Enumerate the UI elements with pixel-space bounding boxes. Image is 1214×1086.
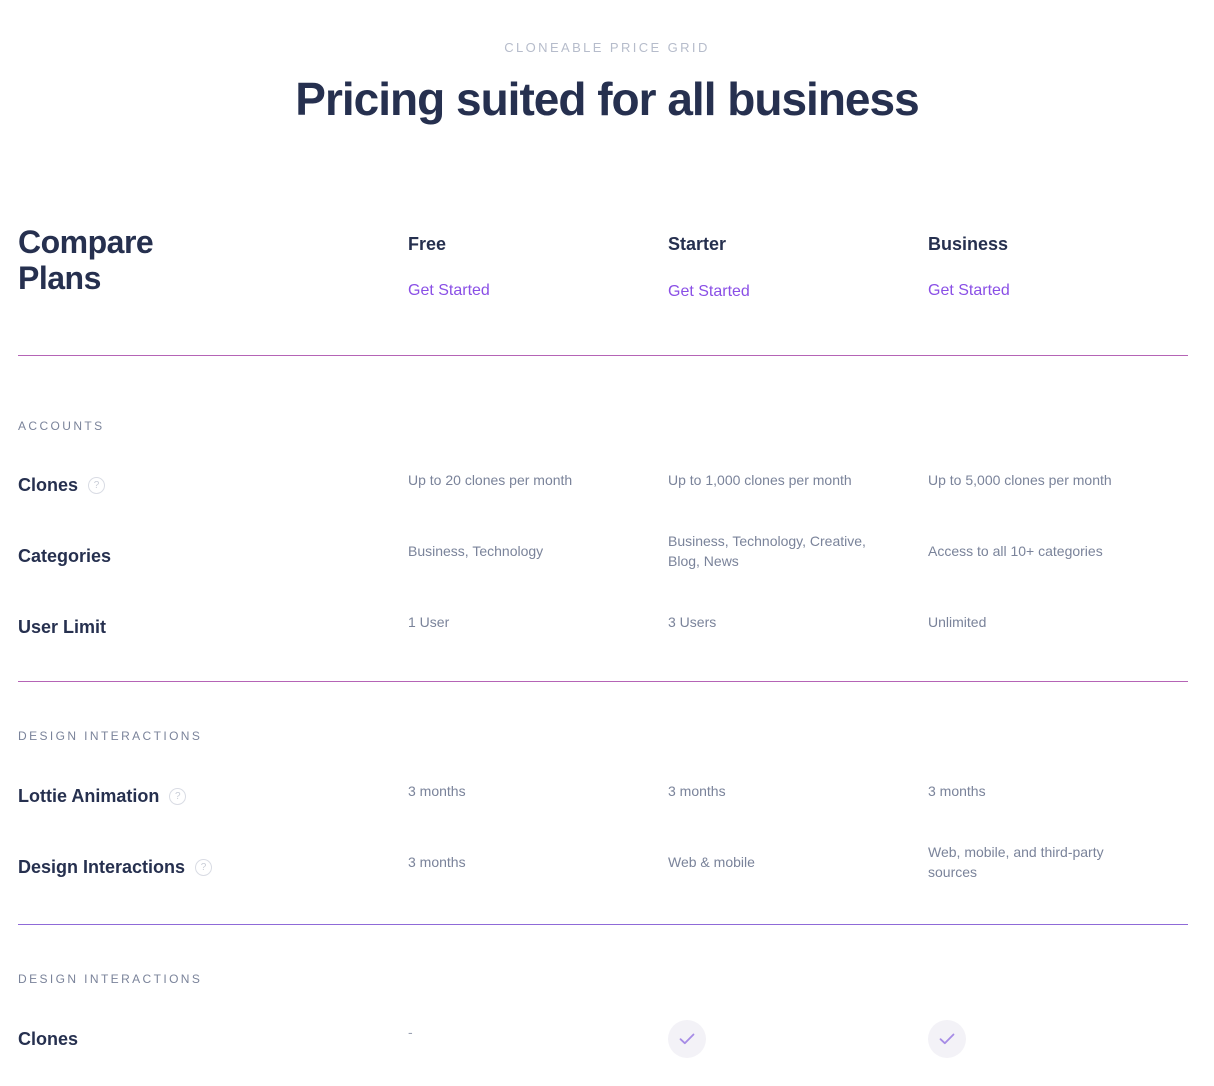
row-label-categories: Categories: [18, 544, 111, 568]
row-label-lottie-animation: Lottie Animation ?: [18, 784, 187, 808]
page-title: Pricing suited for all business: [295, 73, 919, 125]
cell-lottie-business: 3 months: [928, 783, 986, 799]
cell-categories-business: Access to all 10+ categories: [928, 543, 1103, 559]
cell-lottie-free: 3 months: [408, 783, 466, 799]
divider: [18, 681, 1188, 682]
compare-plans-title: Compare Plans: [18, 224, 238, 296]
plan-starter: Starter Get Started: [668, 234, 908, 301]
divider: [18, 924, 1188, 925]
cell-clones-free: Up to 20 clones per month: [408, 472, 573, 488]
cell-categories-free: Business, Technology: [408, 543, 544, 559]
cell-design-starter: Web & mobile: [668, 854, 755, 870]
cell-design-business: Web, mobile, and third-party sources: [928, 844, 1104, 880]
check-icon: [928, 1020, 966, 1058]
cell-clones-feature-free: -: [408, 1024, 413, 1040]
section-label-design-interactions-2: DESIGN INTERACTIONS: [18, 972, 203, 986]
cell-user-limit-starter: 3 Users: [668, 614, 717, 630]
cell-clones-starter: Up to 1,000 clones per month: [668, 472, 852, 488]
cell-design-free: 3 months: [408, 854, 466, 870]
get-started-business-button[interactable]: Get Started: [928, 282, 1010, 299]
page-eyebrow: CLONEABLE PRICE GRID: [504, 40, 710, 55]
plan-name: Free: [408, 234, 447, 254]
question-circle-icon[interactable]: ?: [169, 787, 187, 805]
row-label-clones-feature: Clones: [18, 1027, 78, 1051]
get-started-free-button[interactable]: Get Started: [408, 282, 490, 299]
plan-business: Business Get Started: [928, 234, 1168, 300]
compare-title-line1: Compare: [18, 224, 154, 260]
plan-free: Free Get Started: [408, 234, 648, 300]
cell-user-limit-business: Unlimited: [928, 614, 987, 630]
row-label-text: Clones: [18, 1028, 79, 1049]
row-label-design-interactions: Design Interactions ?: [18, 855, 213, 879]
section-label-accounts: ACCOUNTS: [18, 419, 105, 433]
row-label-clones: Clones ?: [18, 473, 106, 497]
row-label-text: User Limit: [18, 616, 107, 637]
cell-clones-business: Up to 5,000 clones per month: [928, 472, 1112, 488]
get-started-starter-button[interactable]: Get Started: [668, 283, 750, 300]
row-label-user-limit: User Limit: [18, 615, 106, 639]
section-label-design-interactions: DESIGN INTERACTIONS: [18, 729, 203, 743]
compare-title-line2: Plans: [18, 260, 101, 296]
plan-name: Starter: [668, 234, 727, 254]
row-label-text: Lottie Animation: [18, 785, 160, 806]
cell-user-limit-free: 1 User: [408, 614, 450, 630]
question-circle-icon[interactable]: ?: [195, 858, 213, 876]
check-icon: [668, 1020, 706, 1058]
row-label-text: Clones: [18, 474, 79, 495]
cell-lottie-starter: 3 months: [668, 783, 726, 799]
row-label-text: Design Interactions: [18, 856, 186, 877]
question-circle-icon[interactable]: ?: [88, 476, 106, 494]
divider: [18, 355, 1188, 356]
plan-name: Business: [928, 234, 1009, 254]
cell-categories-starter: Business, Technology, Creative, Blog, Ne…: [668, 533, 866, 569]
row-label-text: Categories: [18, 545, 112, 566]
